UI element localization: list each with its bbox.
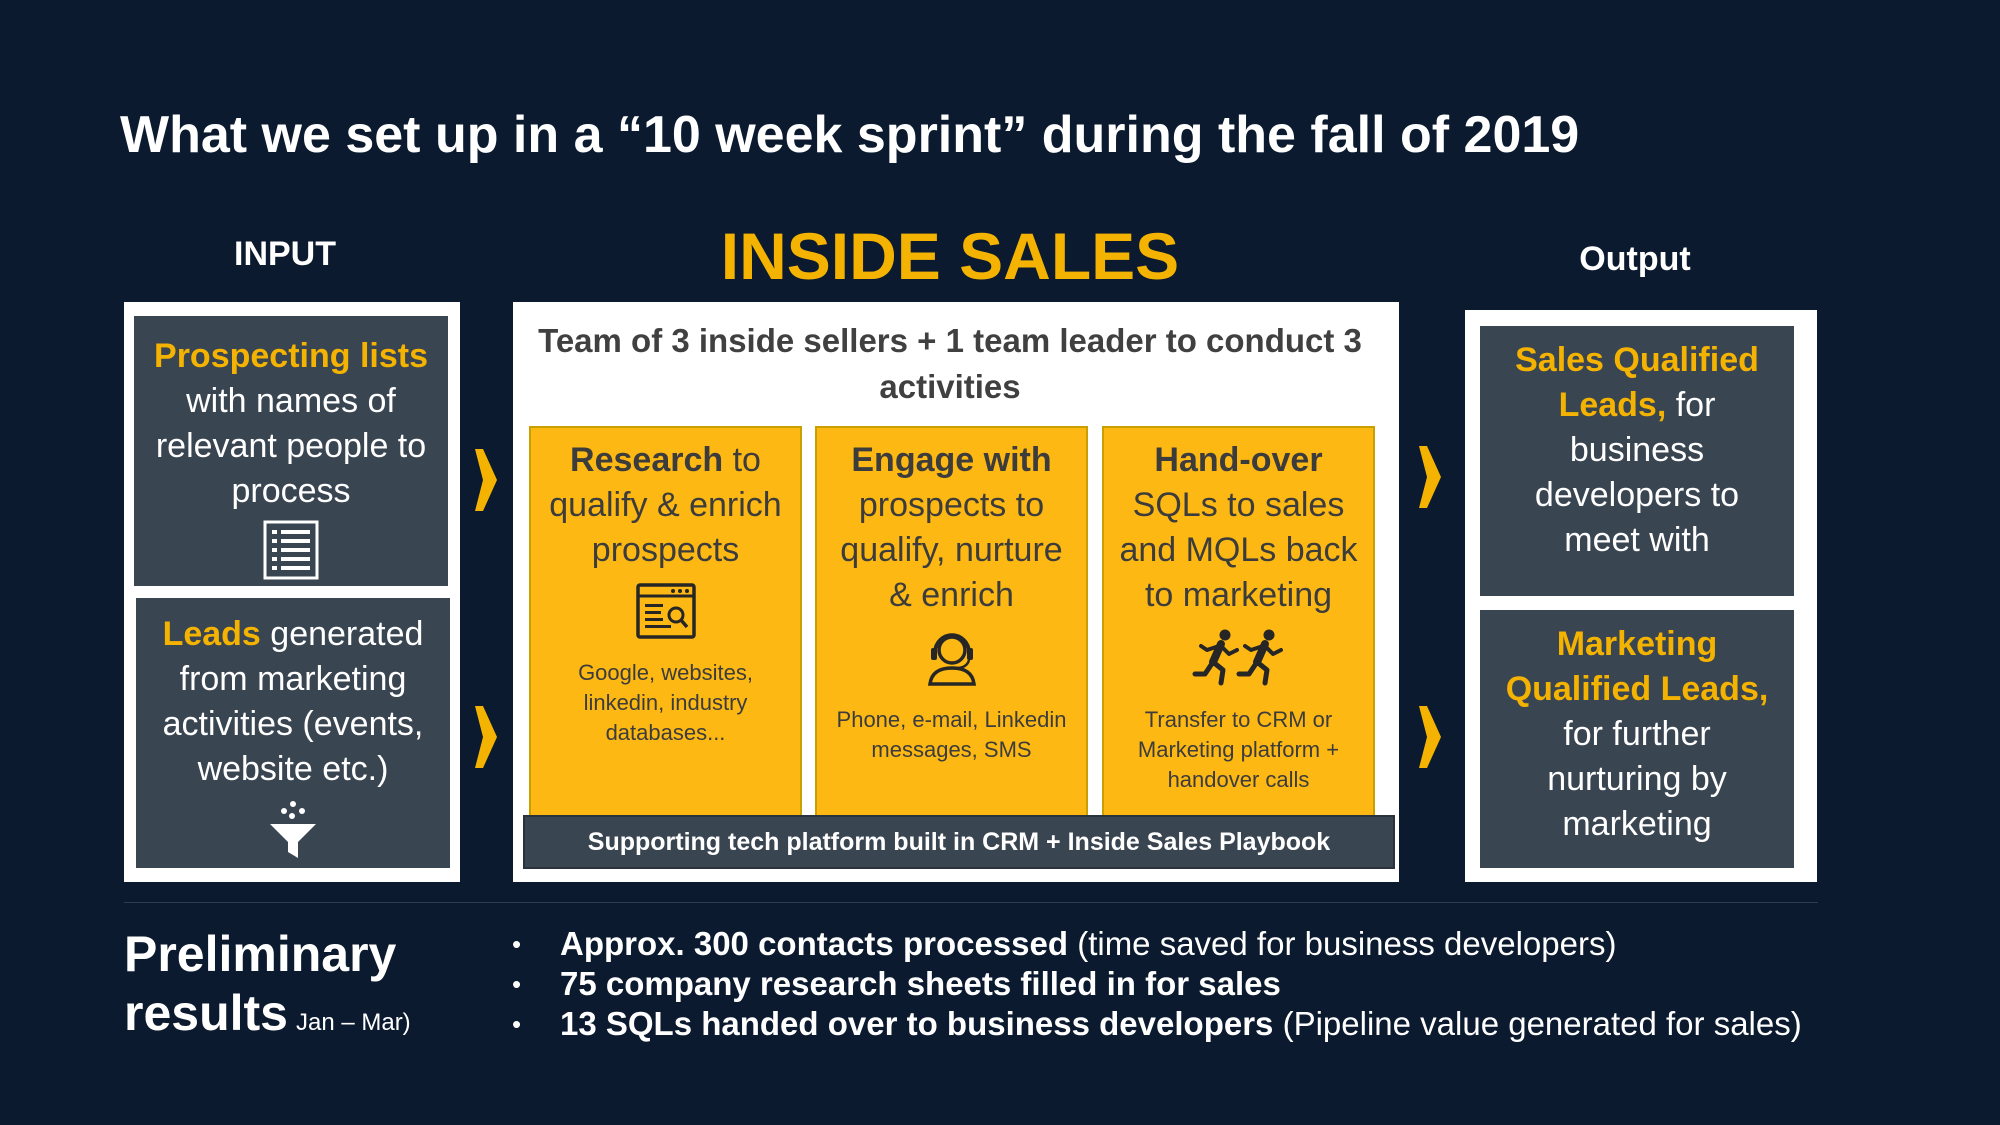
arrow-right-icon	[1417, 440, 1443, 514]
funnel-icon	[268, 800, 318, 872]
section-divider	[124, 902, 1818, 903]
results-title-line1: Preliminary	[124, 926, 397, 982]
sales-qualified-leads-card: Sales Qualified Leads, for business deve…	[1480, 326, 1794, 596]
research-bold: Research	[570, 441, 724, 479]
result-bold: Approx. 300 contacts processed	[560, 925, 1069, 962]
arrow-right-icon	[1417, 700, 1443, 774]
list-item: 13 SQLs handed over to business develope…	[512, 1004, 1802, 1044]
input-header: INPUT	[234, 235, 336, 273]
web-search-icon	[635, 573, 696, 644]
prospecting-lists-text: with names of relevant people to process	[155, 381, 427, 510]
results-list: Approx. 300 contacts processed (time sav…	[512, 924, 1802, 1044]
handover-text: SQLs to sales and MQLs back to marketing	[1119, 485, 1358, 614]
results-period: Jan – Mar)	[295, 1009, 411, 1036]
engage-detail: Phone, e-mail, Linkedin messages, SMS	[836, 706, 1067, 762]
output-header: Output	[1579, 240, 1691, 278]
engage-bold: Engage with	[851, 441, 1052, 479]
prospecting-lists-card: Prospecting lists with names of relevant…	[134, 316, 448, 586]
leads-card: Leads generated from marketing activitie…	[136, 598, 450, 868]
results-title-line2: results	[124, 985, 288, 1041]
team-description: Team of 3 inside sellers + 1 team leader…	[538, 322, 1362, 405]
arrow-right-icon	[473, 443, 499, 517]
research-activity: Research to qualify & enrich prospects G…	[529, 426, 802, 818]
result-bold: 75 company research sheets filled in for…	[560, 965, 1281, 1002]
leads-text: generated from marketing activities (eve…	[162, 615, 424, 788]
marketing-qualified-leads-card: Marketing Qualified Leads, for further n…	[1480, 610, 1794, 868]
result-bold: 13 SQLs handed over to business develope…	[560, 1005, 1274, 1042]
results-title: Preliminary results Jan – Mar)	[124, 925, 411, 1043]
document-list-icon	[263, 520, 319, 592]
research-detail: Google, websites, linkedin, industry dat…	[578, 659, 753, 746]
prospecting-lists-highlight: Prospecting lists	[154, 337, 428, 375]
list-item: 75 company research sheets filled in for…	[512, 964, 1802, 1004]
mql-text: for further nurturing by marketing	[1547, 714, 1727, 843]
handover-bold: Hand-over	[1154, 441, 1323, 479]
sql-highlight: Sales Qualified Leads,	[1515, 341, 1759, 424]
inside-sales-title: INSIDE SALES	[720, 219, 1180, 293]
result-rest: (Pipeline value generated for sales)	[1282, 1005, 1802, 1042]
result-rest: (time saved for business developers)	[1077, 925, 1617, 962]
slide-title: What we set up in a “10 week sprint” dur…	[120, 106, 1580, 164]
running-people-icon	[1191, 618, 1287, 691]
engage-text: prospects to qualify, nurture & enrich	[840, 485, 1063, 614]
sql-text: for business developers to meet with	[1534, 385, 1740, 559]
leads-highlight: Leads	[162, 615, 261, 653]
research-text: to qualify & enrich prospects	[549, 441, 782, 569]
mql-highlight: Marketing Qualified Leads,	[1505, 625, 1769, 708]
tech-platform-bar: Supporting tech platform built in CRM + …	[523, 815, 1395, 869]
engage-activity: Engage with prospects to qualify, nurtur…	[815, 426, 1088, 818]
list-item: Approx. 300 contacts processed (time sav…	[512, 924, 1802, 964]
handover-detail: Transfer to CRM or Marketing platform + …	[1137, 706, 1340, 793]
headset-agent-icon	[922, 618, 982, 691]
arrow-right-icon	[473, 700, 499, 774]
handover-activity: Hand-over SQLs to sales and MQLs back to…	[1102, 426, 1375, 818]
